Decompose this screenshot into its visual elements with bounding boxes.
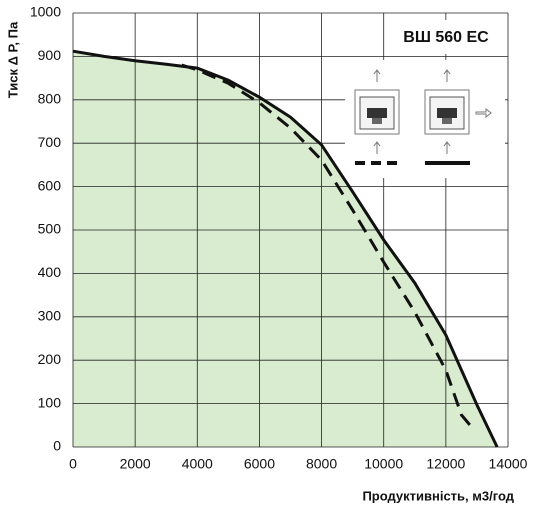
series-line <box>72 49 499 448</box>
y-tick-label: 900 <box>38 47 62 63</box>
y-tick-label: 500 <box>38 221 62 237</box>
fan-icon-impeller <box>437 108 457 118</box>
y-axis-label: Тиск Δ Р, Па <box>5 21 20 98</box>
y-tick-label: 100 <box>38 394 62 410</box>
x-tick-label: 6000 <box>244 456 275 472</box>
x-tick-label: 8000 <box>306 456 337 472</box>
arrow-icon <box>373 69 381 82</box>
arrow-icon <box>475 107 492 119</box>
y-tick-label: 700 <box>38 134 62 150</box>
y-tick-label: 400 <box>38 264 62 280</box>
x-tick-label: 14000 <box>489 456 528 472</box>
y-tick-label: 1000 <box>30 4 61 20</box>
fan-icon-impeller <box>367 108 387 118</box>
y-tick-label: 600 <box>38 177 62 193</box>
y-tick-label: 300 <box>38 308 62 324</box>
y-tick-label: 800 <box>38 91 62 107</box>
x-tick-label: 4000 <box>182 456 213 472</box>
y-tick-label: 0 <box>53 438 61 454</box>
series-line <box>181 63 475 431</box>
chart-title: ВШ 560 ЕС <box>403 29 489 46</box>
area-fill <box>73 51 498 447</box>
fan-icon-motor <box>442 118 452 124</box>
x-tick-label: 2000 <box>120 456 151 472</box>
x-tick-label: 12000 <box>426 456 465 472</box>
arrow-icon <box>443 141 451 154</box>
arrow-icon <box>373 141 381 154</box>
x-tick-label: 0 <box>69 456 77 472</box>
x-axis-label: Продуктивність, м3/год <box>362 488 514 503</box>
arrow-icon <box>443 69 451 82</box>
y-tick-label: 200 <box>38 351 62 367</box>
fan-icon-motor <box>372 118 382 124</box>
title-panel <box>388 20 504 54</box>
x-tick-label: 10000 <box>364 456 403 472</box>
